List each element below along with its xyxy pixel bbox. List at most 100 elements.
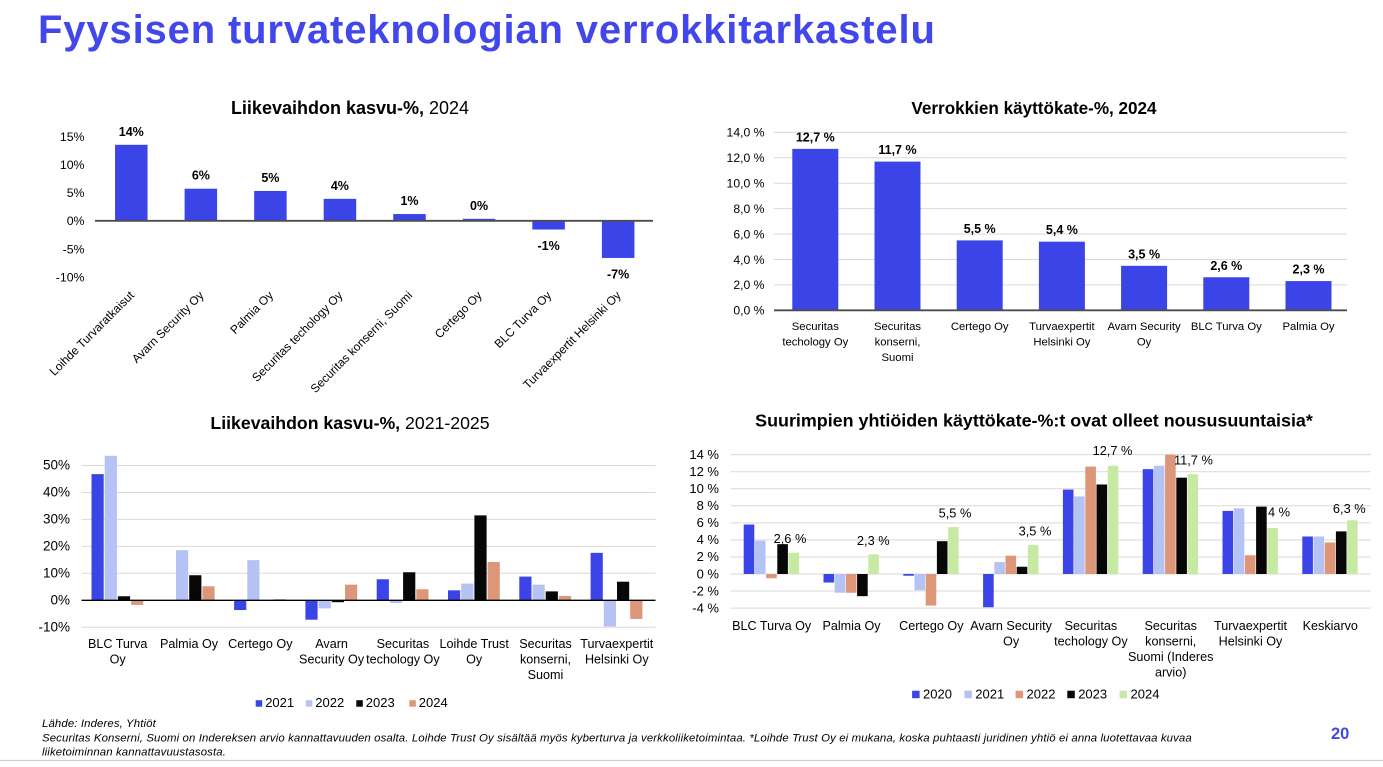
svg-text:Liikevaihdon kasvu-%, 2021-202: Liikevaihdon kasvu-%, 2021-2025 — [210, 413, 489, 433]
svg-text:Avarn Security Oy: Avarn Security Oy — [129, 288, 207, 366]
svg-text:techology Oy: techology Oy — [366, 653, 440, 667]
svg-text:6,0 %: 6,0 % — [733, 227, 764, 241]
svg-text:Palmia Oy: Palmia Oy — [822, 619, 881, 633]
svg-text:arvio): arvio) — [1155, 666, 1187, 680]
svg-text:Certego Oy: Certego Oy — [899, 619, 964, 633]
svg-text:BLC Turva: BLC Turva — [88, 637, 148, 651]
svg-text:2021: 2021 — [975, 686, 1004, 701]
svg-text:konserni,: konserni, — [875, 337, 921, 349]
svg-text:2023: 2023 — [1078, 686, 1107, 701]
svg-text:0%: 0% — [67, 214, 85, 228]
svg-text:Suomi: Suomi — [528, 668, 564, 682]
svg-text:2023: 2023 — [366, 695, 395, 710]
svg-text:14%: 14% — [119, 125, 144, 139]
svg-text:Securitas: Securitas — [1065, 619, 1118, 633]
svg-text:Oy: Oy — [1003, 635, 1020, 649]
svg-text:5,4 %: 5,4 % — [1046, 223, 1078, 237]
svg-text:Securitas: Securitas — [792, 321, 839, 333]
svg-text:Suurimpien yhtiöiden käyttökat: Suurimpien yhtiöiden käyttökate-%:t ovat… — [755, 411, 1313, 431]
svg-text:3,5 %: 3,5 % — [1019, 524, 1052, 539]
svg-text:-1%: -1% — [537, 239, 559, 253]
svg-text:Securitas: Securitas — [1144, 619, 1197, 633]
svg-text:konserni,: konserni, — [520, 653, 571, 667]
svg-text:0%: 0% — [470, 199, 488, 213]
svg-text:2,3 %: 2,3 % — [857, 533, 890, 548]
svg-text:2022: 2022 — [1027, 686, 1056, 701]
svg-text:Avarn Security: Avarn Security — [970, 619, 1052, 633]
svg-text:Avarn Security: Avarn Security — [1107, 321, 1181, 333]
svg-text:20%: 20% — [43, 539, 70, 554]
svg-text:Oy: Oy — [1137, 337, 1152, 349]
svg-text:5%: 5% — [261, 171, 279, 185]
svg-text:12,7 %: 12,7 % — [796, 130, 835, 144]
svg-text:2021: 2021 — [265, 695, 294, 710]
svg-text:techology Oy: techology Oy — [1054, 635, 1128, 649]
svg-text:Securitas: Securitas — [377, 637, 430, 651]
svg-text:Oy: Oy — [110, 653, 127, 667]
svg-text:11,7 %: 11,7 % — [1174, 452, 1213, 467]
svg-text:0 %: 0 % — [697, 566, 720, 581]
svg-text:Suomi (Inderes: Suomi (Inderes — [1128, 650, 1213, 664]
svg-text:15%: 15% — [60, 130, 85, 144]
svg-text:6 %: 6 % — [697, 515, 720, 530]
svg-text:Verrokkien käyttökate-%, 2024: Verrokkien käyttökate-%, 2024 — [911, 99, 1157, 118]
svg-text:2022: 2022 — [315, 695, 344, 710]
svg-text:Certego Oy: Certego Oy — [432, 288, 485, 341]
svg-text:2,6 %: 2,6 % — [774, 531, 807, 546]
svg-text:2,6 %: 2,6 % — [1210, 259, 1242, 273]
svg-text:Lähde: Inderes, Yhtiöt: Lähde: Inderes, Yhtiöt — [42, 718, 157, 730]
svg-text:Helsinki Oy: Helsinki Oy — [585, 653, 649, 667]
svg-text:-10%: -10% — [56, 271, 85, 285]
svg-text:10 %: 10 % — [689, 481, 719, 496]
svg-text:5,5 %: 5,5 % — [964, 222, 996, 236]
svg-text:Fyysisen turvateknologian verr: Fyysisen turvateknologian verrokkitarkas… — [38, 8, 936, 52]
svg-text:12,0 %: 12,0 % — [727, 151, 765, 165]
svg-text:4 %: 4 % — [697, 532, 720, 547]
svg-text:14 %: 14 % — [689, 447, 719, 462]
svg-text:-10%: -10% — [38, 620, 70, 635]
svg-text:2,0 %: 2,0 % — [733, 278, 764, 292]
svg-text:2,3 %: 2,3 % — [1293, 263, 1325, 277]
svg-text:2024: 2024 — [1131, 686, 1160, 701]
svg-text:4,0 %: 4,0 % — [733, 253, 764, 267]
svg-text:20: 20 — [1331, 725, 1349, 743]
svg-text:14,0 %: 14,0 % — [727, 126, 765, 140]
svg-text:8,0 %: 8,0 % — [733, 202, 764, 216]
svg-text:Securitas Konserni, Suomi on I: Securitas Konserni, Suomi on Indereksen … — [42, 732, 1192, 744]
svg-text:10%: 10% — [60, 158, 85, 172]
svg-text:Turvaexpertit: Turvaexpertit — [1029, 321, 1095, 333]
svg-text:BLC Turva Oy: BLC Turva Oy — [732, 619, 812, 633]
svg-text:40%: 40% — [43, 485, 70, 500]
svg-text:5,5 %: 5,5 % — [939, 505, 972, 520]
svg-text:Palmia Oy: Palmia Oy — [227, 288, 276, 337]
svg-text:Palmia Oy: Palmia Oy — [160, 637, 219, 651]
svg-text:-7%: -7% — [607, 268, 629, 282]
svg-text:4 %: 4 % — [1268, 504, 1290, 519]
svg-text:Securitas: Securitas — [519, 637, 572, 651]
svg-text:5%: 5% — [67, 186, 85, 200]
svg-text:Security Oy: Security Oy — [299, 653, 365, 667]
svg-text:10%: 10% — [43, 566, 70, 581]
svg-text:Palmia Oy: Palmia Oy — [1282, 321, 1334, 333]
svg-text:-5%: -5% — [63, 242, 85, 256]
svg-text:-4 %: -4 % — [692, 600, 719, 615]
svg-text:Liikevaihdon kasvu-%, 2024: Liikevaihdon kasvu-%, 2024 — [231, 98, 469, 118]
svg-text:Certego Oy: Certego Oy — [951, 321, 1009, 333]
svg-text:12,7 %: 12,7 % — [1093, 443, 1133, 458]
svg-text:3,5 %: 3,5 % — [1128, 247, 1160, 261]
svg-text:Certego Oy: Certego Oy — [228, 637, 293, 651]
svg-text:Securitas: Securitas — [874, 321, 921, 333]
svg-text:2024: 2024 — [419, 695, 448, 710]
svg-text:Loihde Trust: Loihde Trust — [440, 637, 510, 651]
svg-text:30%: 30% — [43, 512, 70, 527]
svg-text:Loihde Turvaratkaisut: Loihde Turvaratkaisut — [47, 288, 138, 379]
svg-text:BLC Turva Oy: BLC Turva Oy — [1191, 321, 1262, 333]
svg-text:Suomi: Suomi — [881, 352, 913, 364]
svg-text:10,0 %: 10,0 % — [727, 177, 765, 191]
svg-text:Oy: Oy — [466, 653, 483, 667]
svg-text:4%: 4% — [331, 179, 349, 193]
svg-text:-2 %: -2 % — [692, 583, 719, 598]
svg-text:6,3 %: 6,3 % — [1333, 501, 1366, 516]
svg-text:8 %: 8 % — [697, 498, 720, 513]
svg-text:Turvaexpertit: Turvaexpertit — [1214, 619, 1288, 633]
